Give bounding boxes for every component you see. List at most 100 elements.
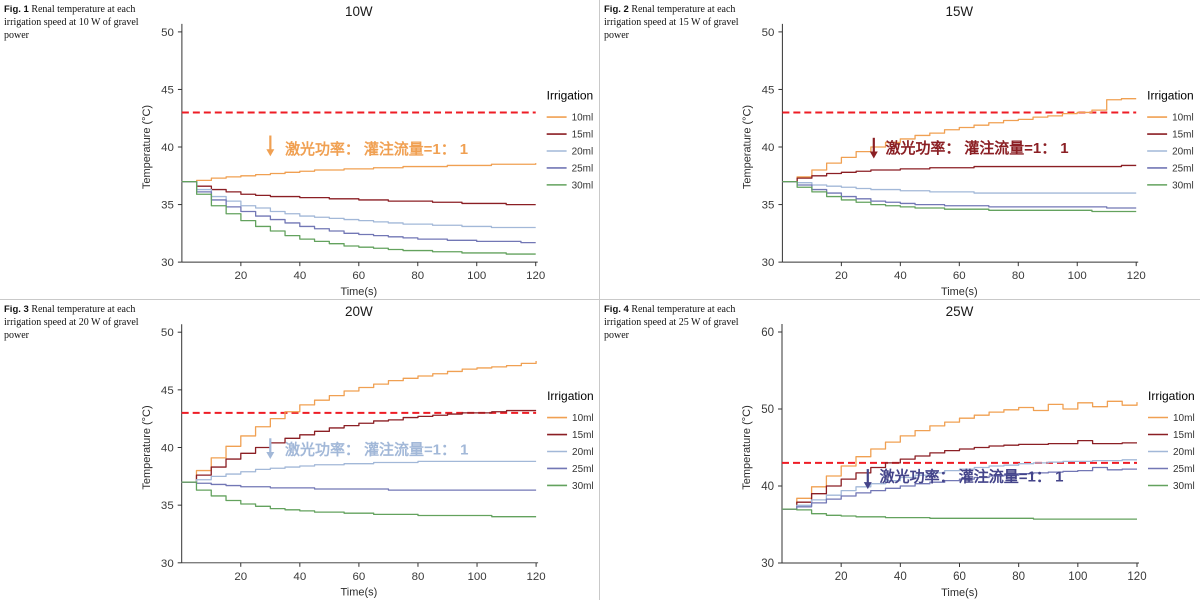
y-axis-label: Temperature (°C) xyxy=(741,405,753,489)
x-tick-label: 120 xyxy=(1127,571,1146,583)
x-tick-label: 100 xyxy=(467,270,486,282)
series-line-30ml xyxy=(782,508,1137,520)
x-tick-label: 20 xyxy=(234,270,247,282)
legend-label-30ml: 30ml xyxy=(572,481,594,492)
y-axis-label: Temperature (°C) xyxy=(141,105,153,189)
x-tick-label: 100 xyxy=(1068,571,1087,583)
series-line-20ml xyxy=(782,459,1137,510)
x-tick-label: 40 xyxy=(894,270,907,282)
series-line-20ml xyxy=(782,180,1137,194)
x-tick-label: 60 xyxy=(352,270,365,282)
legend-label-25ml: 25ml xyxy=(1172,163,1194,174)
x-tick-label: 60 xyxy=(953,270,966,282)
figure-caption-text-1: Renal temperature at each irrigation spe… xyxy=(4,4,139,42)
x-tick-label: 100 xyxy=(467,571,486,583)
x-axis-label: Time(s) xyxy=(341,587,378,599)
y-tick-label: 35 xyxy=(161,500,174,512)
x-tick-label: 120 xyxy=(526,270,545,282)
line-chart-25w: 25W 30 40 50 60 20 40 60 80 100 120 Temperature (°C… xyxy=(741,304,1195,599)
y-tick-label: 35 xyxy=(762,200,775,212)
y-tick-label: 50 xyxy=(161,327,174,339)
x-axis-label: Time(s) xyxy=(941,286,978,298)
y-axis-label: Temperature (°C) xyxy=(742,105,754,189)
annotation-arrowhead xyxy=(266,452,275,460)
series-line-10ml xyxy=(181,361,537,483)
figure-caption-text-2: Renal temperature at each irrigation spe… xyxy=(604,4,739,42)
figure-caption-text-3: Renal temperature at each irrigation spe… xyxy=(4,304,139,342)
annotation-arrowhead xyxy=(869,151,878,159)
series-line-15ml xyxy=(181,409,537,483)
y-tick-label: 35 xyxy=(161,200,174,212)
series-line-25ml xyxy=(782,466,1137,510)
x-tick-label: 100 xyxy=(1068,270,1087,282)
x-tick-label: 120 xyxy=(527,571,546,583)
y-tick-label: 40 xyxy=(762,142,775,154)
legend-label-15ml: 15ml xyxy=(572,130,594,141)
legend-label-10ml: 10ml xyxy=(1172,113,1194,124)
legend-label-30ml: 30ml xyxy=(1173,481,1195,492)
y-tick-label: 45 xyxy=(161,84,174,96)
annotation-text: 激光功率： 灌注流量=1： 1 xyxy=(285,440,468,458)
figure-panel-1: Fig. 1 Renal temperature at each irrigat… xyxy=(0,0,600,300)
y-tick-label: 50 xyxy=(761,404,774,416)
series-line-30ml xyxy=(181,481,537,518)
legend-title: Irrigation xyxy=(547,389,594,403)
annotation-arrowhead xyxy=(266,149,275,157)
y-tick-label: 40 xyxy=(161,442,174,454)
figure-caption-2: Fig. 2 Renal temperature at each irrigat… xyxy=(604,3,756,42)
series-line-30ml xyxy=(782,180,1137,213)
annotation-text: 激光功率： 灌注流量=1： 1 xyxy=(285,140,468,158)
chart-title: 10W xyxy=(345,4,373,19)
x-axis-label: Time(s) xyxy=(941,587,978,599)
figure-panel-3: Fig. 3 Renal temperature at each irrigat… xyxy=(0,300,600,600)
line-chart-20w: 20W 30 35 40 45 50 20 40 60 80 100 120 Temperature (… xyxy=(141,304,594,599)
series-line-10ml xyxy=(782,400,1138,510)
y-tick-label: 60 xyxy=(761,327,774,339)
legend-label-30ml: 30ml xyxy=(1172,180,1194,191)
legend-label-25ml: 25ml xyxy=(572,464,594,475)
x-axis-label: Time(s) xyxy=(340,286,377,298)
figure-caption-1: Fig. 1 Renal temperature at each irrigat… xyxy=(4,3,156,42)
x-tick-label: 20 xyxy=(835,270,848,282)
annotation-text: 激光功率： 灌注流量=1： 1 xyxy=(886,139,1069,157)
y-tick-label: 30 xyxy=(161,558,174,570)
series-line-15ml xyxy=(181,180,536,206)
legend-label-25ml: 25ml xyxy=(1173,464,1195,475)
figure-panel-4: Fig. 4 Renal temperature at each irrigat… xyxy=(600,300,1200,600)
legend-title: Irrigation xyxy=(1148,389,1195,403)
x-tick-label: 120 xyxy=(1127,270,1146,282)
legend-label-20ml: 20ml xyxy=(572,447,594,458)
legend-label-25ml: 25ml xyxy=(572,163,594,174)
figure-panel-2: Fig. 2 Renal temperature at each irrigat… xyxy=(600,0,1200,300)
x-tick-label: 40 xyxy=(894,571,907,583)
legend-label-15ml: 15ml xyxy=(1172,130,1194,141)
series-line-15ml xyxy=(782,439,1137,510)
series-line-20ml xyxy=(181,460,537,483)
legend-label-10ml: 10ml xyxy=(1173,413,1195,424)
annotation-arrowhead xyxy=(863,482,872,490)
y-tick-label: 30 xyxy=(761,558,774,570)
figure-caption-3: Fig. 3 Renal temperature at each irrigat… xyxy=(4,303,156,342)
chart-title: 25W xyxy=(946,304,974,319)
x-tick-label: 20 xyxy=(835,571,848,583)
legend-label-20ml: 20ml xyxy=(572,146,594,157)
y-tick-label: 45 xyxy=(161,385,174,397)
figure-label-4: Fig. 4 xyxy=(604,304,629,315)
series-line-20ml xyxy=(181,180,536,229)
chart-title: 20W xyxy=(345,304,373,319)
x-tick-label: 20 xyxy=(234,571,247,583)
series-line-10ml xyxy=(782,98,1137,183)
x-tick-label: 80 xyxy=(411,270,424,282)
legend-label-15ml: 15ml xyxy=(1173,430,1195,441)
legend-label-20ml: 20ml xyxy=(1173,447,1195,458)
chart-title: 15W xyxy=(945,4,973,19)
series-line-25ml xyxy=(181,481,537,491)
x-tick-label: 60 xyxy=(953,571,966,583)
series-line-15ml xyxy=(782,164,1137,183)
x-tick-label: 60 xyxy=(353,571,366,583)
x-tick-label: 80 xyxy=(1012,270,1025,282)
legend-label-15ml: 15ml xyxy=(572,430,594,441)
legend-title: Irrigation xyxy=(1147,89,1194,103)
annotation-text: 激光功率： 灌注流量=1： 1 xyxy=(880,467,1064,485)
